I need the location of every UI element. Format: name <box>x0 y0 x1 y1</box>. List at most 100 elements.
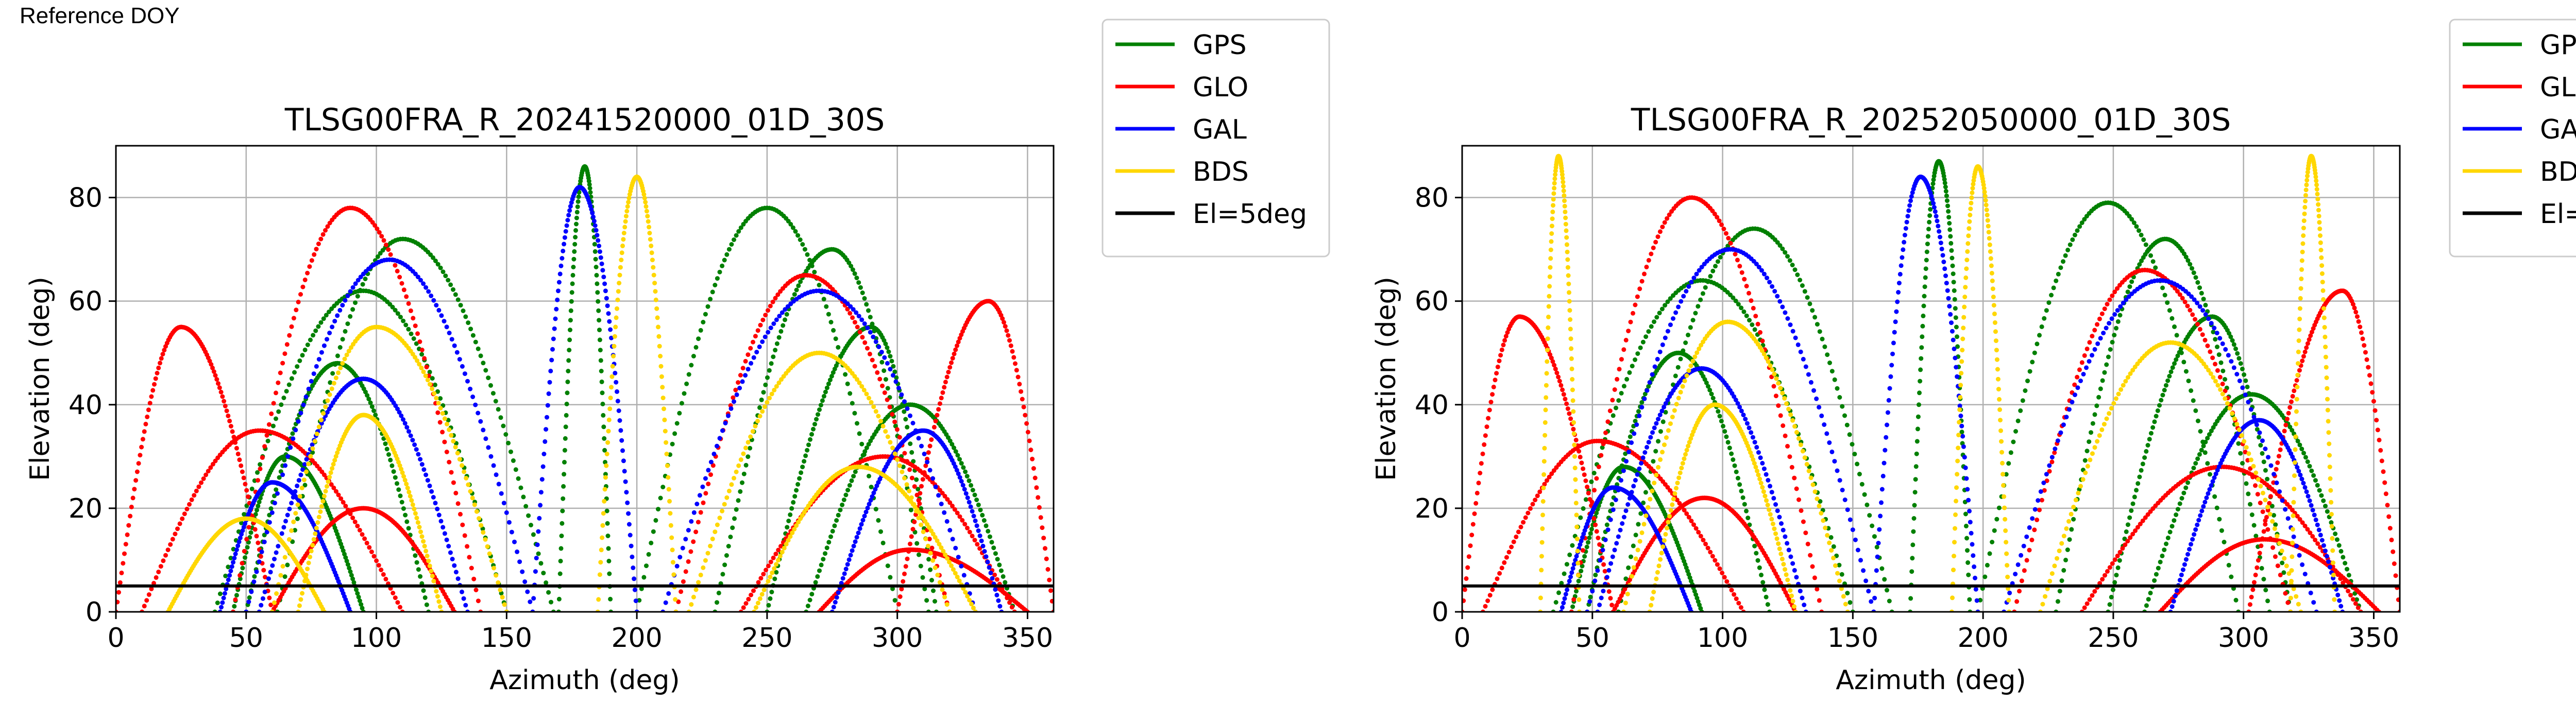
track-point <box>1658 429 1663 434</box>
track-point <box>2037 507 2042 512</box>
track-point <box>862 340 868 345</box>
track-point <box>605 534 611 538</box>
track-point <box>623 214 629 219</box>
track-point <box>399 413 404 418</box>
track-point <box>1698 534 1703 539</box>
track-point <box>812 422 817 427</box>
track-point <box>2253 572 2258 577</box>
track-point <box>805 448 810 453</box>
track-point <box>1944 193 1949 198</box>
track-point <box>122 551 127 556</box>
track-point <box>762 334 768 339</box>
track-point <box>326 479 331 484</box>
track-point <box>922 451 927 456</box>
legend-label: GLO <box>1193 72 1248 103</box>
track-point <box>2195 322 2200 327</box>
track-point <box>566 369 571 373</box>
track-point <box>1750 322 1755 327</box>
track-point <box>967 597 972 603</box>
track-point <box>1818 499 1823 504</box>
track-point <box>307 264 312 269</box>
track-point <box>328 470 333 475</box>
track-point <box>599 369 604 373</box>
track-point <box>671 572 676 577</box>
track-point <box>2208 349 2213 354</box>
track-point <box>967 500 972 505</box>
track-point <box>1032 475 1038 481</box>
track-point <box>2020 398 2025 403</box>
track-point <box>449 337 454 342</box>
track-point <box>2137 228 2141 233</box>
track-point <box>323 489 328 494</box>
track-point <box>870 494 875 499</box>
track-point <box>1038 515 1043 520</box>
track-point <box>936 493 941 498</box>
track-point <box>239 532 244 537</box>
track-point <box>2167 373 2172 379</box>
track-point <box>2054 278 2059 283</box>
track-point <box>1578 515 1583 520</box>
track-point <box>2358 324 2363 330</box>
track-point <box>1963 511 1968 517</box>
track-point <box>2139 232 2144 237</box>
track-point <box>720 572 725 577</box>
track-point <box>2110 293 2115 298</box>
track-point <box>758 322 763 328</box>
track-point <box>788 221 793 227</box>
track-point <box>1646 258 1651 263</box>
track-point <box>2140 518 2145 523</box>
track-point <box>622 469 627 474</box>
track-point <box>121 561 126 566</box>
track-point <box>330 371 335 376</box>
track-point <box>2075 228 2080 233</box>
track-point <box>268 603 274 607</box>
track-point <box>1612 387 1617 392</box>
track-point <box>668 511 673 516</box>
track-point <box>2136 481 2141 486</box>
track-point <box>2245 458 2250 463</box>
track-point <box>628 533 633 538</box>
track-point <box>655 315 660 320</box>
track-point <box>175 526 180 532</box>
track-point <box>897 463 902 468</box>
track-point <box>468 327 473 332</box>
track-point <box>281 396 286 400</box>
track-point <box>375 254 380 259</box>
track-point <box>238 536 243 541</box>
track-point <box>2168 369 2174 374</box>
track-point <box>544 427 549 432</box>
track-point <box>345 562 350 567</box>
track-point <box>283 463 288 468</box>
track-point <box>794 488 799 493</box>
track-point <box>996 598 1001 603</box>
track-point <box>701 500 706 505</box>
track-point <box>703 312 708 317</box>
track-point <box>1616 398 1621 403</box>
track-point <box>1535 493 1540 499</box>
track-point <box>2129 508 2134 513</box>
track-point <box>885 361 890 366</box>
track-point <box>929 437 934 442</box>
track-point <box>850 267 855 272</box>
track-point <box>703 558 708 563</box>
track-point <box>422 595 428 600</box>
track-point <box>843 567 849 572</box>
track-point <box>133 478 139 483</box>
track-point <box>2297 368 2302 373</box>
track-point <box>2156 565 2161 571</box>
track-point <box>691 354 696 358</box>
track-point <box>722 562 727 568</box>
track-point <box>1794 486 1799 491</box>
track-point <box>332 458 337 463</box>
track-point <box>308 337 313 342</box>
track-point <box>2022 568 2027 573</box>
track-point <box>282 555 287 560</box>
track-point <box>1731 295 1736 300</box>
track-point <box>1950 255 1955 261</box>
track-point <box>332 319 337 324</box>
track-point <box>2270 545 2276 550</box>
track-point <box>343 298 348 303</box>
track-point <box>2300 520 2305 525</box>
track-point <box>466 320 471 325</box>
